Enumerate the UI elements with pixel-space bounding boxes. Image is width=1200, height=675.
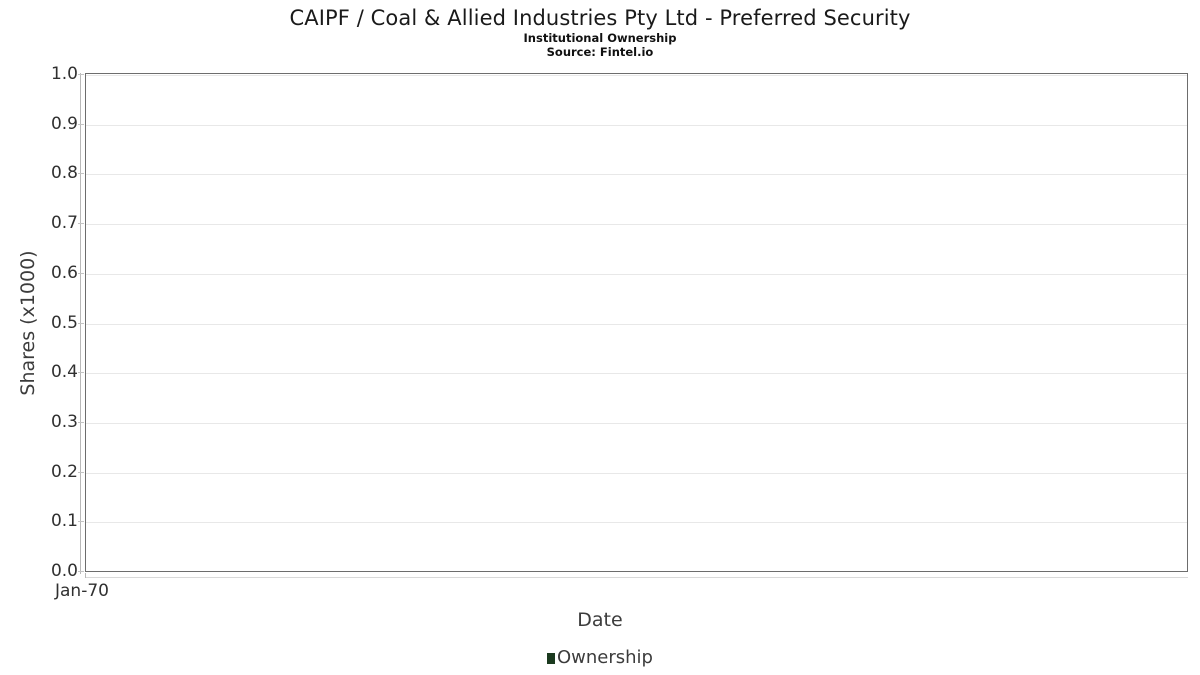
y-axis-tick-mark [78, 472, 84, 473]
legend-label: Ownership [557, 647, 653, 668]
gridline [86, 273, 1187, 275]
gridline [86, 224, 1187, 226]
gridline [86, 422, 1187, 424]
chart-source-label: Source: Fintel.io [546, 45, 654, 59]
y-axis-tick-label: 0.8 [50, 163, 78, 184]
chart-legend: Ownership [0, 648, 1200, 668]
y-axis-tick-mark [78, 74, 84, 75]
y-axis-tick-label: 0.6 [50, 262, 78, 283]
plot-area [85, 73, 1188, 572]
gridline [86, 323, 1187, 325]
x-axis-title: Date [577, 609, 623, 631]
y-axis-tick-labels: 0.0 0.1 0.2 0.3 0.4 0.5 0.6 0.7 0.8 0.9 1.0 [0, 0, 78, 675]
gridline [86, 174, 1187, 176]
y-axis-tick-label: 0.7 [50, 213, 78, 234]
legend-item[interactable]: Ownership [547, 648, 653, 668]
y-axis-tick-label: 1.0 [50, 64, 78, 84]
y-axis-tick-label: 0.5 [50, 312, 78, 333]
y-axis-tick-mark [78, 422, 84, 423]
y-axis-tick-label: 0.4 [50, 362, 78, 383]
gridline [86, 124, 1187, 126]
chart-title: CAIPF / Coal & Allied Industries Pty Ltd… [289, 6, 911, 30]
y-axis-tick-label: 0.1 [50, 511, 78, 532]
gridline [86, 75, 1187, 76]
legend-swatch-icon [547, 652, 555, 664]
y-axis-tick-mark [78, 372, 84, 373]
x-axis-tick-label: Jan-70 [55, 581, 109, 601]
x-axis-tick-labels: Jan-70 [0, 581, 1200, 605]
gridline [86, 472, 1187, 474]
axis-under-rule [85, 577, 1188, 578]
y-axis-tick-mark [78, 124, 84, 125]
y-axis-tick-label: 0.9 [50, 113, 78, 134]
y-axis-tick-label: 0.2 [50, 461, 78, 482]
gridline [86, 373, 1187, 375]
y-axis-tick-mark [78, 323, 84, 324]
y-axis-tick-mark [78, 223, 84, 224]
y-axis-title: Shares (x1000) [17, 250, 39, 396]
y-axis-tick-label: 0.0 [50, 561, 78, 581]
y-axis-tick-label: 0.3 [50, 411, 78, 432]
series-layer [86, 74, 1187, 571]
y-axis-tick-mark [78, 273, 84, 274]
y-axis-tick-mark [78, 173, 84, 174]
chart-title-block: CAIPF / Coal & Allied Industries Pty Ltd… [0, 0, 1200, 59]
chart-subtitle: Institutional Ownership [523, 31, 677, 45]
x-axis-tick-mark [85, 573, 86, 578]
y-axis-tick-mark [78, 571, 84, 572]
y-axis-tick-mark [78, 521, 84, 522]
gridline [86, 522, 1187, 524]
